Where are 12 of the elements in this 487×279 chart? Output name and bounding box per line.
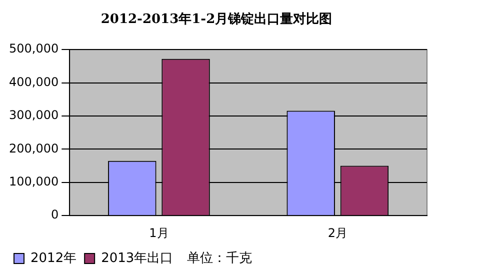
y-tick-label: 0 [50, 208, 59, 222]
legend-label: 2012年 [30, 250, 77, 266]
y-tick-label: 100,000 [9, 174, 59, 189]
text: 单位：千克 [187, 250, 252, 266]
x-tick-label: 1月 [149, 226, 169, 240]
y-tick-label: 400,000 [9, 74, 59, 89]
legend-label: 2013年出口 [101, 250, 174, 266]
x-tick-label: 2月 [328, 226, 348, 240]
y-tick-label: 200,000 [9, 141, 59, 156]
y-tick-label: 500,000 [9, 42, 59, 56]
y-tick-label: 300,000 [9, 108, 59, 122]
chart-title: 2012-2013年1-2月锑锭出口量对比图 [100, 11, 332, 28]
